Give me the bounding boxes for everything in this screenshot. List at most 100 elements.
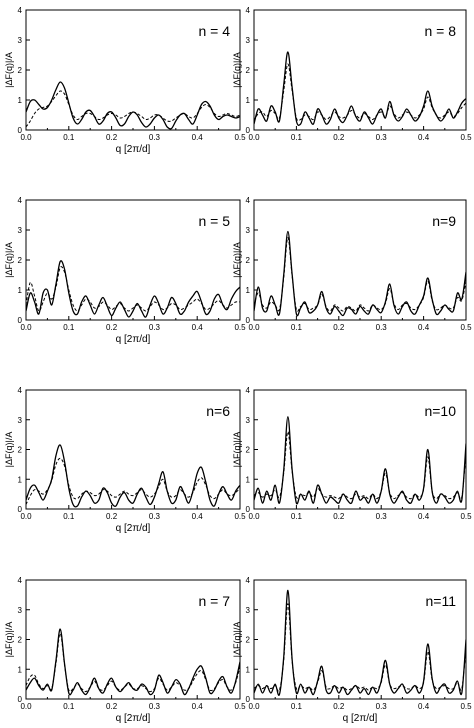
y-axis-label: |ΔF(q)|/A: [4, 242, 14, 278]
x-tick-label: 0.5: [460, 133, 472, 142]
dashed-series-line: [254, 236, 466, 312]
dashed-series-line: [26, 632, 240, 693]
x-tick-label: 0.3: [149, 512, 161, 521]
y-tick-label: 4: [18, 196, 23, 205]
x-tick-label: 0.4: [418, 512, 430, 521]
x-tick-label: 0.1: [291, 702, 303, 711]
chart-panel: 0.0 0.1 0.2 0.3 0.4 0.5 0 1 2 3 4 |ΔF(q)|/A q [2π/d]…: [4, 576, 246, 724]
y-tick-label: 2: [246, 446, 251, 455]
y-tick-label: 1: [18, 96, 23, 105]
y-tick-label: 0: [246, 316, 251, 325]
x-tick-label: 0.3: [376, 702, 388, 711]
x-tick-label: 0.5: [460, 702, 472, 711]
y-tick-label: 2: [246, 66, 251, 75]
series-group: [254, 51, 466, 126]
series-group: [254, 589, 466, 697]
x-axis-label: q [2π/d]: [116, 144, 151, 155]
y-tick-label: 4: [18, 386, 23, 395]
y-tick-label: 3: [246, 606, 251, 615]
y-tick-label: 3: [18, 36, 23, 45]
y-axis-label: |ΔF(q)|/A: [4, 622, 14, 658]
series-group: [26, 260, 240, 318]
panel-label: n = 4: [198, 23, 230, 39]
y-tick-label: 4: [18, 576, 23, 585]
y-tick-label: 0: [18, 505, 23, 514]
dashed-series-line: [254, 63, 466, 122]
x-tick-label: 0.2: [106, 512, 118, 521]
x-tick-label: 0.0: [20, 702, 32, 711]
dashed-series-line: [26, 90, 240, 128]
chart-panel: 0.0 0.1 0.2 0.3 0.4 0.5 0 1 2 3 4 |ΔF(q)|/A q [2π/d]…: [4, 196, 246, 345]
dashed-series-line: [254, 603, 466, 692]
y-tick-label: 2: [18, 256, 23, 265]
x-axis-label: q [2π/d]: [343, 713, 378, 724]
panel-label: n=9: [432, 213, 456, 229]
x-tick-label: 0.4: [418, 702, 430, 711]
y-tick-label: 4: [246, 196, 251, 205]
series-group: [254, 416, 466, 505]
solid-series-line: [26, 81, 240, 130]
x-tick-label: 0.5: [460, 512, 472, 521]
y-tick-label: 2: [246, 636, 251, 645]
x-tick-label: 0.5: [234, 133, 246, 142]
series-group: [26, 444, 240, 508]
y-axis-label: |ΔF(q)|/A: [232, 52, 242, 88]
x-tick-label: 0.0: [248, 133, 260, 142]
y-tick-label: 3: [246, 416, 251, 425]
panel-label: n = 5: [198, 213, 230, 229]
y-tick-label: 1: [18, 286, 23, 295]
x-tick-label: 0.2: [106, 133, 118, 142]
y-tick-label: 3: [18, 416, 23, 425]
solid-series-line: [254, 51, 466, 126]
y-tick-label: 3: [18, 606, 23, 615]
y-tick-label: 3: [246, 226, 251, 235]
y-tick-label: 2: [18, 636, 23, 645]
y-tick-label: 4: [246, 6, 251, 15]
panel-label: n=11: [426, 593, 457, 609]
y-tick-label: 2: [246, 256, 251, 265]
dashed-series-line: [26, 457, 240, 505]
x-tick-label: 0.3: [376, 323, 388, 332]
y-tick-label: 1: [246, 286, 251, 295]
x-tick-label: 0.5: [234, 702, 246, 711]
x-tick-label: 0.3: [149, 133, 161, 142]
solid-series-line: [254, 230, 466, 317]
solid-series-line: [254, 416, 466, 505]
dashed-series-line: [26, 266, 240, 312]
x-tick-label: 0.4: [418, 323, 430, 332]
x-tick-label: 0.3: [376, 133, 388, 142]
y-tick-label: 4: [246, 576, 251, 585]
y-tick-label: 0: [18, 316, 23, 325]
x-tick-label: 0.4: [192, 133, 204, 142]
panel-label: n=6: [206, 403, 230, 419]
x-tick-label: 0.1: [291, 133, 303, 142]
y-tick-label: 0: [18, 126, 23, 135]
x-tick-label: 0.0: [248, 512, 260, 521]
x-axis-label: q [2π/d]: [116, 334, 151, 345]
x-tick-label: 0.5: [460, 323, 472, 332]
x-tick-label: 0.0: [20, 133, 32, 142]
y-axis-label: |ΔF(q)|/A: [4, 52, 14, 88]
series-group: [26, 81, 240, 130]
x-tick-label: 0.2: [333, 702, 345, 711]
y-tick-label: 4: [246, 386, 251, 395]
x-tick-label: 0.0: [248, 323, 260, 332]
x-tick-label: 0.3: [149, 702, 161, 711]
y-tick-label: 4: [18, 6, 23, 15]
x-tick-label: 0.2: [333, 323, 345, 332]
x-axis-label: q [2π/d]: [116, 713, 151, 724]
y-tick-label: 0: [246, 126, 251, 135]
dashed-series-line: [254, 431, 466, 500]
y-axis-label: |ΔF(q)|/A: [232, 622, 242, 658]
y-tick-label: 2: [18, 66, 23, 75]
y-tick-label: 0: [246, 695, 251, 704]
solid-series-line: [26, 444, 240, 508]
y-tick-label: 1: [18, 475, 23, 484]
panel-label: n = 7: [198, 593, 230, 609]
y-tick-label: 3: [18, 226, 23, 235]
x-tick-label: 0.1: [63, 512, 75, 521]
